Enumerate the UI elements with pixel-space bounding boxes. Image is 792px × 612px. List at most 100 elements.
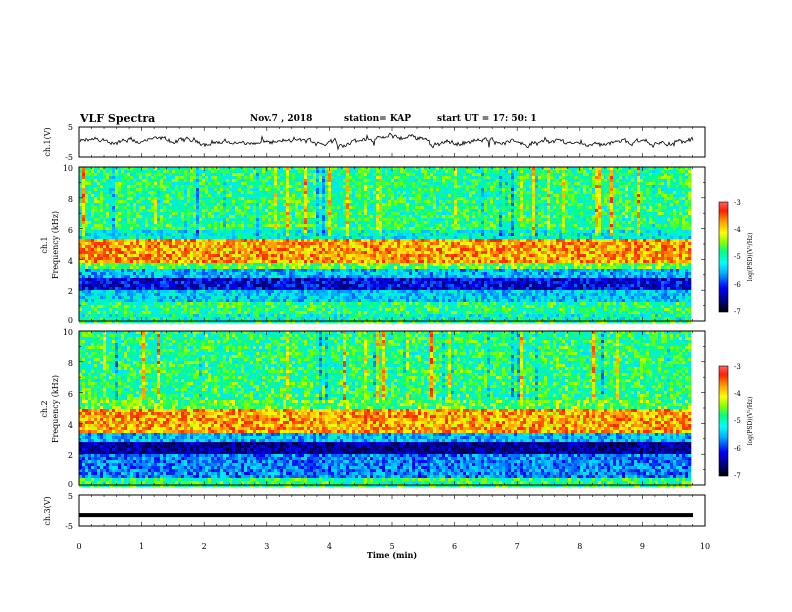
spectrogram-cell (223, 218, 227, 222)
spectrogram-cell (166, 272, 170, 276)
spectrogram-cell (163, 248, 167, 252)
spectrogram-cell (211, 275, 215, 279)
spectrogram-cell (112, 179, 116, 183)
spectrogram-cell (163, 221, 167, 225)
spectrogram-cell (145, 308, 149, 312)
spectrogram-cell (226, 251, 230, 255)
spectrogram-cell (313, 224, 317, 228)
spectrogram-cell (286, 230, 290, 234)
spectrogram-cell (238, 320, 242, 324)
spectrogram-cell (340, 314, 344, 318)
spectrogram-cell (130, 230, 134, 234)
spectrogram-cell (346, 200, 350, 204)
spectrogram-cell (283, 221, 287, 225)
spectrogram-cell (151, 200, 155, 204)
spectrogram-cell (184, 299, 188, 303)
spectrogram-cell (331, 188, 335, 192)
spectrogram-cell (319, 227, 323, 231)
spectrogram-cell (256, 287, 260, 291)
spectrogram-cell (151, 233, 155, 237)
spectrogram-cell (292, 260, 296, 264)
spectrogram-cell (103, 272, 107, 276)
spectrogram-cell (316, 176, 320, 180)
spectrogram-cell (112, 194, 116, 198)
spectrogram-cell (223, 290, 227, 294)
spectrogram-cell (301, 284, 305, 288)
spectrogram-cell (310, 317, 314, 321)
spectrogram-cell (118, 173, 122, 177)
spectrogram-cell (163, 212, 167, 216)
spectrogram-cell (286, 233, 290, 237)
spectrogram-cell (286, 281, 290, 285)
spectrogram-cell (310, 233, 314, 237)
spectrogram-cell (310, 311, 314, 315)
spectrogram-cell (85, 302, 89, 306)
spectrogram-cell (232, 293, 236, 297)
spectrogram-cell (304, 167, 308, 171)
spectrogram-cell (214, 263, 218, 267)
spectrogram-cell (298, 182, 302, 186)
spectrogram-cell (250, 230, 254, 234)
spectrogram-cell (229, 194, 233, 198)
spectrogram-cell (250, 275, 254, 279)
spectrogram-cell (220, 278, 224, 282)
spectrogram-cell (349, 260, 353, 264)
spectrogram-cell (235, 173, 239, 177)
spectrogram-cell (307, 236, 311, 240)
spectrogram-cell (364, 305, 368, 309)
spectrogram-cell (298, 173, 302, 177)
spectrogram-cell (169, 320, 173, 324)
spectrogram-cell (172, 290, 176, 294)
spectrogram-cell (268, 194, 272, 198)
spectrogram-cell (118, 245, 122, 249)
spectrogram-cell (169, 182, 173, 186)
spectrogram-cell (346, 188, 350, 192)
spectrogram-cell (280, 185, 284, 189)
spectrogram-cell (166, 266, 170, 270)
spectrogram-cell (355, 245, 359, 249)
spectrogram-cell (349, 272, 353, 276)
spectrogram-cell (298, 263, 302, 267)
spectrogram-cell (277, 236, 281, 240)
spectrogram-cell (88, 206, 92, 210)
spectrogram-cell (121, 269, 125, 273)
spectrogram-cell (319, 281, 323, 285)
spectrogram-cell (145, 278, 149, 282)
spectrogram-cell (193, 296, 197, 300)
spectrogram-cell (346, 281, 350, 285)
spectrogram-cell (205, 299, 209, 303)
spectrogram-cell (109, 284, 113, 288)
spectrogram-cell (181, 254, 185, 258)
spectrogram-cell (196, 221, 200, 225)
spectrogram-cell (145, 311, 149, 315)
spectrogram-cell (331, 257, 335, 261)
spectrogram-cell (103, 275, 107, 279)
spectrogram-cell (208, 197, 212, 201)
spectrogram-cell (163, 194, 167, 198)
spectrogram-cell (256, 176, 260, 180)
spectrogram-cell (184, 170, 188, 174)
spectrogram-cell (349, 173, 353, 177)
spectrogram-cell (280, 194, 284, 198)
spectrogram-cell (181, 188, 185, 192)
spectrogram-cell (337, 218, 341, 222)
spectrogram-cell (256, 167, 260, 171)
spectrogram-cell (118, 233, 122, 237)
spectrogram-cell (193, 275, 197, 279)
spectrogram-cell (304, 185, 308, 189)
spectrogram-cell (328, 257, 332, 261)
spectrogram-cell (325, 278, 329, 282)
spectrogram-cell (325, 191, 329, 195)
spectrogram-cell (253, 185, 257, 189)
spectrogram-cell (178, 167, 182, 171)
spectrogram-cell (310, 284, 314, 288)
spectrogram-cell (208, 170, 212, 174)
spectrogram-cell (313, 272, 317, 276)
spectrogram-cell (127, 188, 131, 192)
spectrogram-cell (289, 185, 293, 189)
spectrogram-cell (304, 212, 308, 216)
spectrogram-cell (82, 173, 86, 177)
spectrogram-cell (205, 290, 209, 294)
spectrogram-cell (208, 278, 212, 282)
spectrogram-cell (151, 317, 155, 321)
